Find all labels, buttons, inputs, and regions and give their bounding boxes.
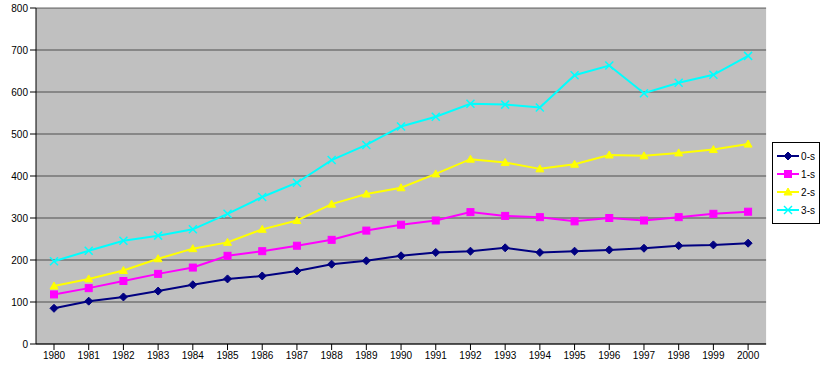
svg-text:1984: 1984 [182,350,205,361]
svg-text:200: 200 [11,255,28,266]
svg-text:1986: 1986 [251,350,274,361]
svg-text:1990: 1990 [390,350,413,361]
svg-text:1988: 1988 [321,350,344,361]
svg-text:1980: 1980 [43,350,66,361]
svg-text:1998: 1998 [668,350,691,361]
html-text:2-s: 2-s [801,186,815,198]
svg-text:1987: 1987 [286,350,309,361]
svg-text:1997: 1997 [633,350,656,361]
svg-text:1994: 1994 [529,350,552,361]
svg-text:1989: 1989 [355,350,378,361]
html-text:1-s: 1-s [801,168,815,180]
svg-text:1999: 1999 [702,350,725,361]
svg-text:1991: 1991 [425,350,448,361]
svg-text:1982: 1982 [112,350,135,361]
svg-text:1985: 1985 [216,350,239,361]
svg-text:1981: 1981 [78,350,101,361]
svg-text:1992: 1992 [459,350,482,361]
svg-text:500: 500 [11,129,28,140]
svg-text:2000: 2000 [737,350,760,361]
svg-text:1983: 1983 [147,350,170,361]
svg-text:700: 700 [11,45,28,56]
svg-text:800: 800 [11,3,28,14]
svg-text:1995: 1995 [563,350,586,361]
svg-text:300: 300 [11,213,28,224]
svg-text:1993: 1993 [494,350,517,361]
svg-text:0: 0 [22,339,28,350]
svg-text:100: 100 [11,297,28,308]
svg-text:1996: 1996 [598,350,621,361]
svg-text:600: 600 [11,87,28,98]
svg-text:400: 400 [11,171,28,182]
html-text:0-s: 0-s [801,150,815,162]
html-text:3-s: 3-s [801,204,815,216]
